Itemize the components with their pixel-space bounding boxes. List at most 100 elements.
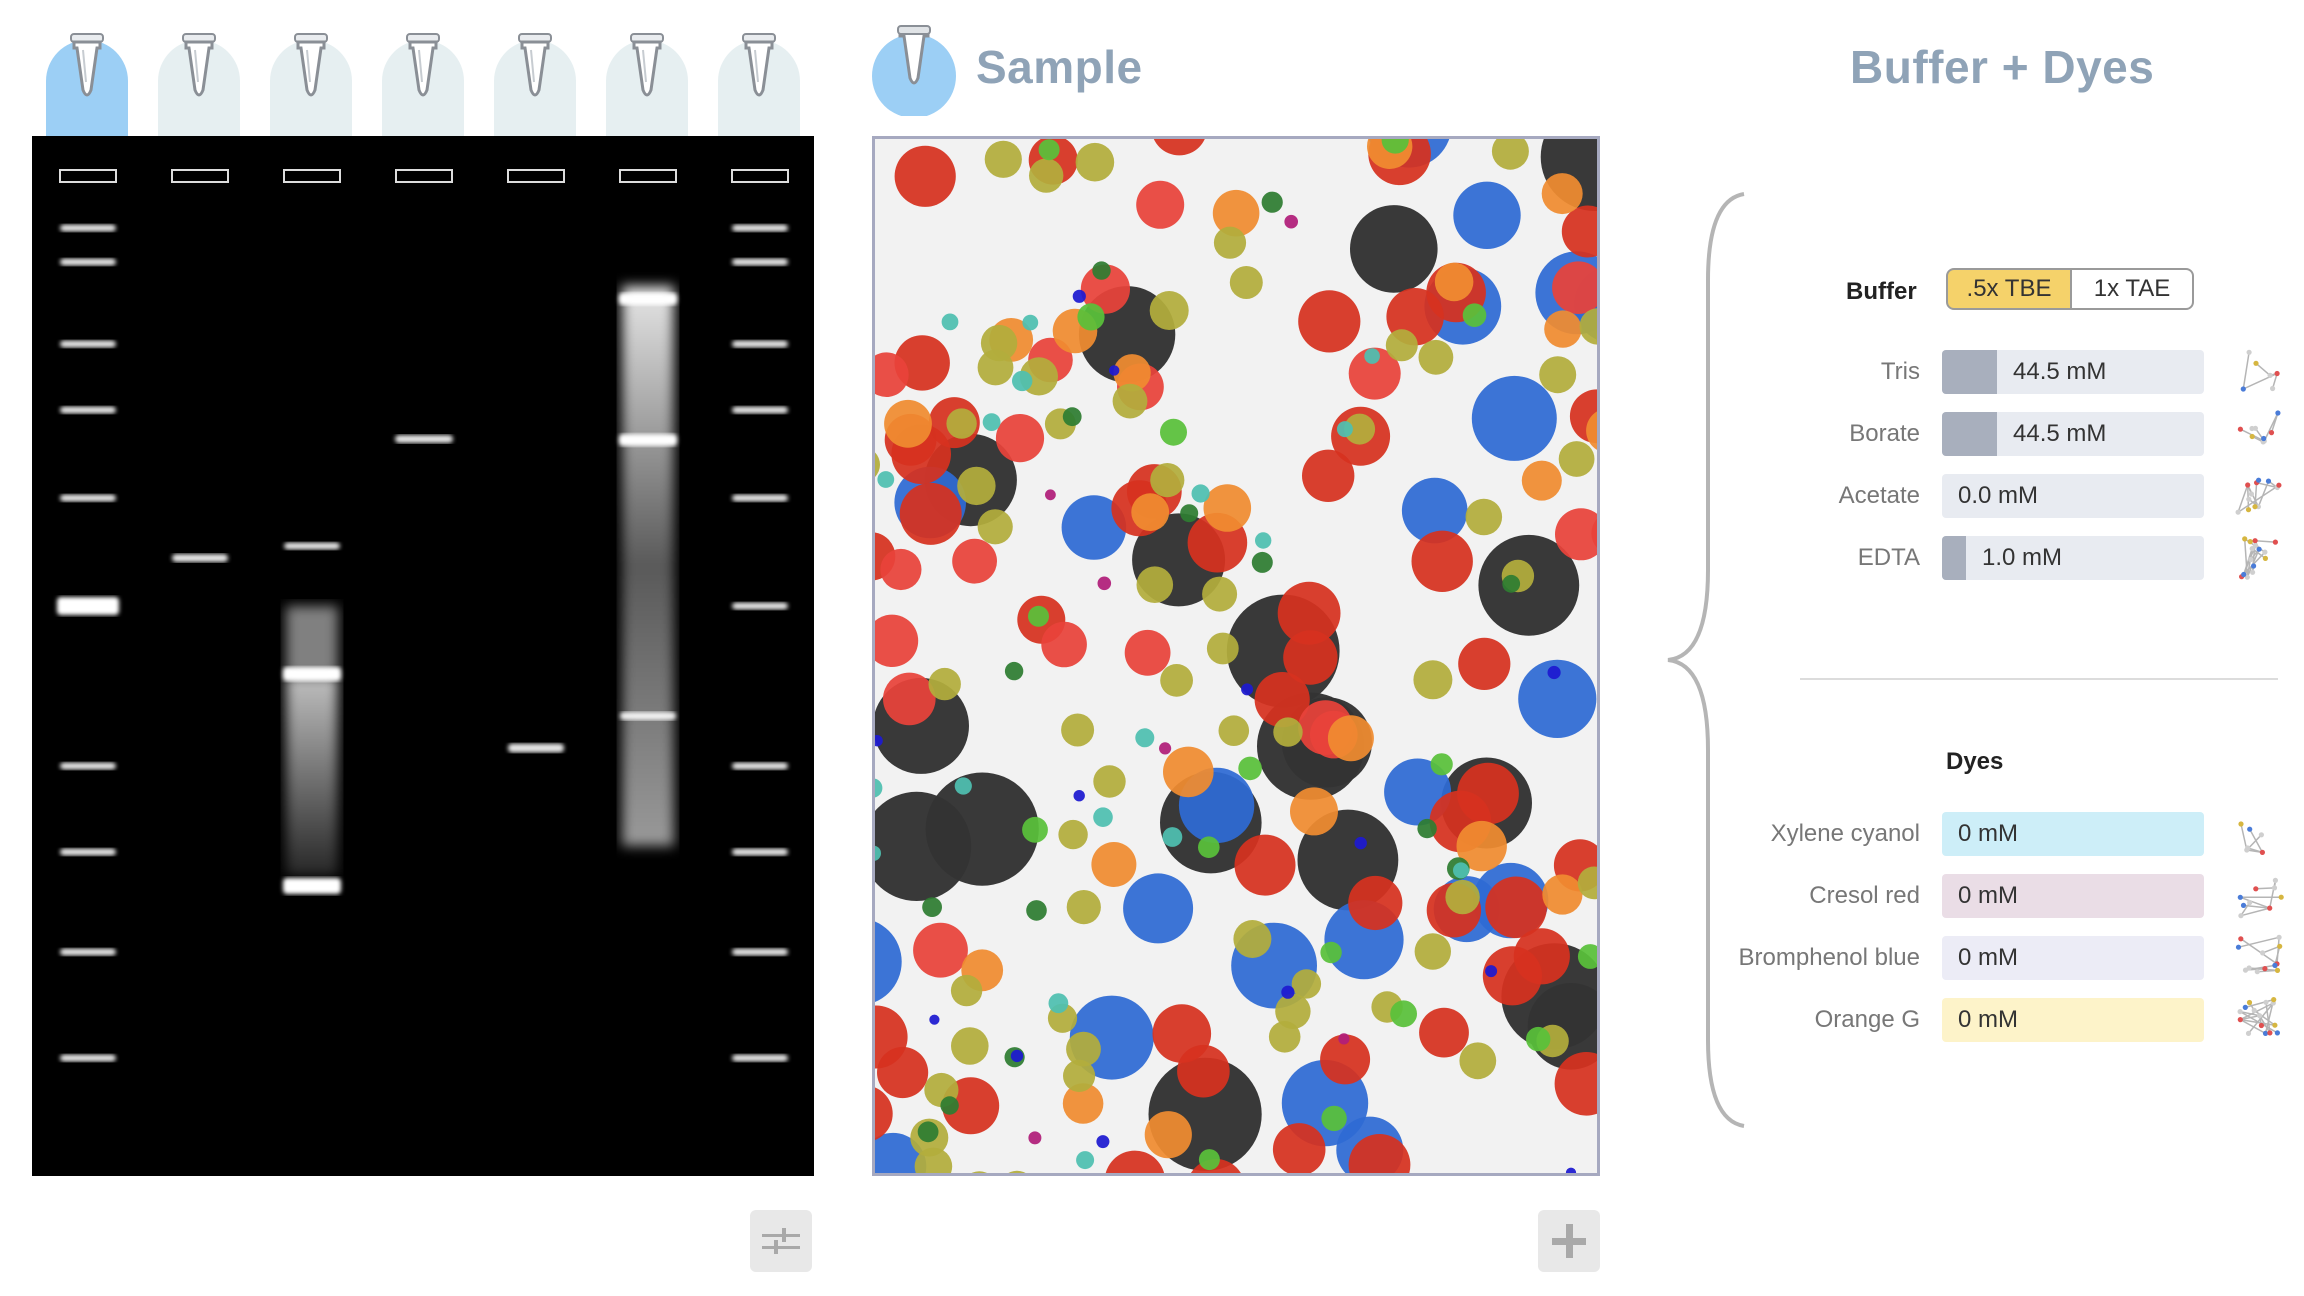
molecule-acetate-icon (2230, 466, 2290, 526)
molecule (1048, 993, 1069, 1014)
gel-band (60, 340, 116, 348)
molecule (1218, 715, 1250, 746)
molecule (1008, 1170, 1026, 1173)
molecule (1105, 1150, 1165, 1173)
molecule (877, 471, 895, 488)
tube-icon (182, 33, 216, 97)
molecule (884, 399, 932, 448)
buffer-edta-value: 1.0 mM (1982, 544, 2063, 571)
molecule-borate-icon (2230, 404, 2290, 464)
molecule (1202, 576, 1238, 612)
molecule (1411, 530, 1473, 592)
add-sample-button[interactable] (1538, 1210, 1600, 1272)
dye-orange-g-label: Orange G (1814, 1006, 1920, 1033)
molecule (1160, 418, 1187, 446)
molecule (1234, 834, 1296, 896)
gel-well (507, 169, 565, 183)
molecule (1180, 504, 1199, 523)
lane-tab-2[interactable] (158, 33, 240, 136)
dye-cresol-red-input[interactable]: 0 mM (1942, 874, 2204, 918)
curly-brace-icon (1667, 192, 1745, 1128)
molecule (1419, 1007, 1469, 1058)
molecule (1092, 261, 1111, 280)
buffer-borate-level (1942, 412, 1997, 456)
buffer-edta-input[interactable]: 1.0 mM (1942, 536, 2204, 580)
dye-orange-g-input[interactable]: 0 mM (1942, 998, 2204, 1042)
buffer-borate-value: 44.5 mM (2013, 420, 2107, 447)
molecule (1462, 303, 1487, 327)
molecule (1302, 449, 1355, 502)
molecule (1096, 1135, 1110, 1149)
lane-tab-1[interactable] (46, 33, 128, 136)
molecule (940, 1096, 959, 1115)
buffer-option-tae[interactable]: 1x TAE (2070, 268, 2194, 310)
molecule (1417, 818, 1437, 839)
molecule (1418, 339, 1454, 375)
gel-band (508, 743, 564, 753)
gel-band (620, 712, 676, 720)
molecule (875, 452, 880, 477)
molecule (1026, 900, 1047, 921)
molecule (1272, 1123, 1326, 1173)
section-divider (1800, 678, 2278, 680)
molecule (875, 735, 883, 747)
molecule (1113, 354, 1151, 392)
buffer-borate-input[interactable]: 44.5 mM (1942, 412, 2204, 456)
molecule (1229, 266, 1263, 299)
molecule (1321, 1105, 1347, 1132)
lane-tab-7[interactable] (718, 33, 800, 136)
molecule (1521, 460, 1562, 501)
molecule (1213, 226, 1247, 259)
gel-settings-button[interactable] (750, 1210, 812, 1272)
molecule (1135, 728, 1155, 748)
molecule (1206, 632, 1239, 665)
tube-icon (406, 33, 440, 97)
molecule (1290, 787, 1338, 836)
molecule (1465, 498, 1503, 536)
molecule (1261, 191, 1283, 213)
molecule (1364, 348, 1380, 364)
dye-cresol-red-value: 0 mM (1958, 882, 2018, 909)
dye-bromphenol-blue-label: Bromphenol blue (1738, 944, 1920, 971)
buffer-dyes-title: Buffer + Dyes (1850, 41, 2155, 93)
molecule (894, 145, 956, 207)
lane-tab-6[interactable] (606, 33, 688, 136)
molecule (1041, 621, 1087, 668)
molecule (1338, 1033, 1350, 1045)
gel-band (732, 406, 788, 414)
gel-band (284, 542, 340, 550)
molecule (1159, 742, 1172, 755)
molecule (1109, 365, 1120, 376)
sample-tube-icon (872, 16, 956, 118)
dye-xylene-cyanol-input[interactable]: 0 mM (1942, 812, 2204, 856)
gel-band (732, 1054, 788, 1062)
molecule (1390, 1000, 1417, 1028)
tube-icon (518, 33, 552, 97)
dye-cresol-red-label: Cresol red (1809, 882, 1920, 909)
molecule (1348, 1134, 1411, 1173)
lane-tab-5[interactable] (494, 33, 576, 136)
molecule (1577, 866, 1597, 900)
molecule (941, 313, 959, 331)
molecule (1233, 920, 1272, 958)
gel-band (732, 948, 788, 956)
tube-icon (294, 33, 328, 97)
molecule (984, 140, 1022, 178)
lane-tab-4[interactable] (382, 33, 464, 136)
molecule (950, 974, 983, 1007)
buffer-option-tbe[interactable]: .5x TBE (1946, 268, 2072, 310)
molecule (1414, 933, 1451, 970)
molecule (971, 1171, 988, 1173)
gel-band (732, 602, 788, 610)
buffer-edta-label: EDTA (1857, 544, 1920, 571)
buffer-tris-input[interactable]: 44.5 mM (1942, 350, 2204, 394)
molecule (1485, 965, 1498, 978)
molecule (1453, 862, 1469, 879)
molecule (1283, 630, 1338, 685)
molecule (1150, 463, 1185, 498)
molecule (1453, 181, 1521, 249)
buffer-acetate-input[interactable]: 0.0 mM (1942, 474, 2204, 518)
dye-bromphenol-blue-input[interactable]: 0 mM (1942, 936, 2204, 980)
lane-tab-3[interactable] (270, 33, 352, 136)
tube-icon (742, 33, 776, 97)
